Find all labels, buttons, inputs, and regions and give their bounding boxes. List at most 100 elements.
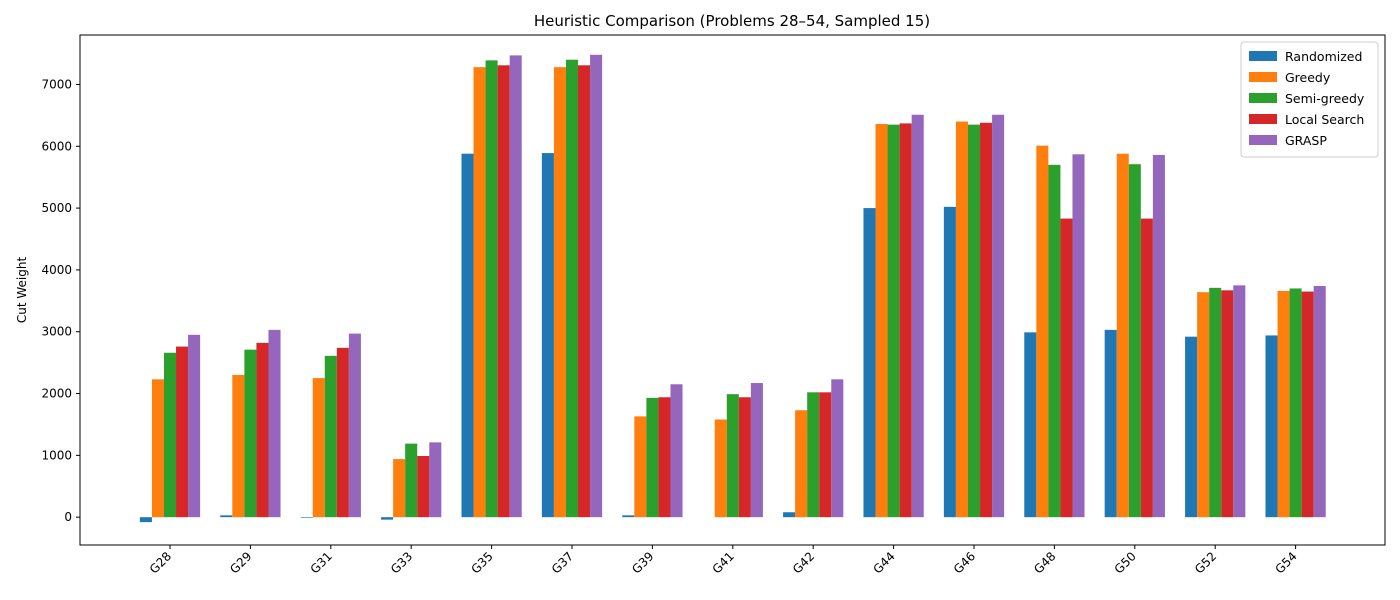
- bar-greedy: [1197, 292, 1209, 517]
- bar-randomized: [1105, 330, 1117, 517]
- x-tick-label: G41: [710, 549, 737, 576]
- legend-swatch: [1249, 51, 1277, 61]
- bar-semi-greedy: [164, 353, 176, 517]
- bar-local-search: [819, 392, 831, 517]
- bar-randomized: [542, 153, 554, 517]
- legend-swatch: [1249, 93, 1277, 103]
- y-tick-label: 3000: [41, 325, 72, 339]
- bar-grasp: [1314, 286, 1326, 517]
- bar-randomized: [1024, 332, 1036, 517]
- bar-grasp: [912, 115, 924, 517]
- legend-label: GRASP: [1285, 133, 1327, 148]
- bar-semi-greedy: [1209, 288, 1221, 517]
- x-tick-label: G44: [870, 549, 897, 576]
- bar-local-search: [1060, 219, 1072, 518]
- bar-greedy: [1117, 154, 1129, 517]
- bar-randomized: [783, 512, 795, 517]
- bar-local-search: [1221, 290, 1233, 517]
- y-tick-label: 0: [64, 510, 72, 524]
- x-tick-label: G52: [1192, 549, 1219, 576]
- bar-randomized: [622, 515, 634, 517]
- bar-greedy: [554, 67, 566, 517]
- legend-label: Randomized: [1285, 49, 1362, 64]
- bar-greedy: [232, 375, 244, 517]
- bar-randomized: [381, 517, 393, 519]
- bar-local-search: [176, 347, 188, 518]
- bar-greedy: [956, 122, 968, 518]
- y-tick-label: 1000: [41, 448, 72, 462]
- bar-greedy: [876, 124, 888, 517]
- bar-greedy: [1278, 291, 1290, 517]
- x-tick-label: G37: [549, 549, 576, 576]
- bar-randomized: [1185, 337, 1197, 518]
- bar-semi-greedy: [646, 398, 658, 517]
- bar-grasp: [188, 335, 200, 517]
- bar-grasp: [1153, 155, 1165, 517]
- x-tick-label: G42: [790, 549, 817, 576]
- y-tick-label: 6000: [41, 139, 72, 153]
- bar-semi-greedy: [807, 392, 819, 517]
- plot-area: 0 1000 2000 3000 4000 5000 6000 7000 G28 G29 G31 G3…: [41, 55, 1325, 577]
- bar-semi-greedy: [1048, 165, 1060, 517]
- x-tick-label: G29: [227, 549, 254, 576]
- bar-greedy: [795, 410, 807, 517]
- legend-swatch: [1249, 72, 1277, 82]
- legend-label: Local Search: [1285, 112, 1364, 127]
- legend: Randomized Greedy Semi-greedy Local Search G…: [1241, 42, 1378, 157]
- y-tick-label: 2000: [41, 387, 72, 401]
- legend-label: Greedy: [1285, 70, 1331, 85]
- bar-local-search: [337, 348, 349, 517]
- legend-swatch: [1249, 135, 1277, 145]
- chart-title: Heuristic Comparison (Problems 28–54, Sa…: [534, 12, 930, 30]
- y-axis-label: Cut Weight: [15, 257, 29, 324]
- bar-local-search: [578, 65, 590, 517]
- x-tick-label: G35: [468, 549, 495, 576]
- bar-semi-greedy: [888, 125, 900, 518]
- bar-randomized: [461, 154, 473, 517]
- x-tick-label: G39: [629, 549, 656, 576]
- bar-grasp: [1233, 285, 1245, 517]
- bar-greedy: [474, 67, 486, 517]
- bar-local-search: [739, 397, 751, 517]
- bar-randomized: [220, 515, 232, 517]
- bar-semi-greedy: [1129, 164, 1141, 517]
- bar-local-search: [256, 343, 268, 517]
- x-tick-label: G46: [951, 549, 978, 576]
- bar-randomized: [863, 208, 875, 517]
- bar-local-search: [980, 123, 992, 517]
- bar-local-search: [498, 65, 510, 517]
- bar-grasp: [831, 379, 843, 517]
- x-tick-label: G33: [388, 549, 415, 576]
- bar-local-search: [417, 456, 429, 517]
- bar-grasp: [1072, 154, 1084, 517]
- x-tick-label: G54: [1272, 549, 1299, 576]
- bar-grasp: [670, 384, 682, 517]
- x-tick-label: G50: [1112, 549, 1139, 576]
- x-tick-label: G48: [1031, 549, 1058, 576]
- bar-grasp: [510, 55, 522, 517]
- bar-semi-greedy: [727, 394, 739, 517]
- y-tick-label: 4000: [41, 263, 72, 277]
- bar-semi-greedy: [968, 125, 980, 518]
- bar-grasp: [992, 115, 1004, 517]
- bar-local-search: [1302, 292, 1314, 518]
- bar-randomized: [301, 517, 313, 518]
- bar-grasp: [751, 383, 763, 517]
- legend-label: Semi-greedy: [1285, 91, 1365, 106]
- bar-semi-greedy: [244, 350, 256, 518]
- y-tick-label: 5000: [41, 201, 72, 215]
- bar-greedy: [715, 420, 727, 518]
- bar-grasp: [590, 55, 602, 517]
- bar-local-search: [1141, 219, 1153, 518]
- bar-semi-greedy: [405, 444, 417, 518]
- bar-randomized: [140, 517, 152, 522]
- legend-swatch: [1249, 114, 1277, 124]
- bar-semi-greedy: [486, 60, 498, 517]
- bar-semi-greedy: [566, 60, 578, 517]
- bar-greedy: [152, 379, 164, 517]
- bar-greedy: [313, 378, 325, 517]
- bar-greedy: [393, 459, 405, 517]
- bar-semi-greedy: [1290, 288, 1302, 517]
- x-tick-label: G31: [308, 549, 335, 576]
